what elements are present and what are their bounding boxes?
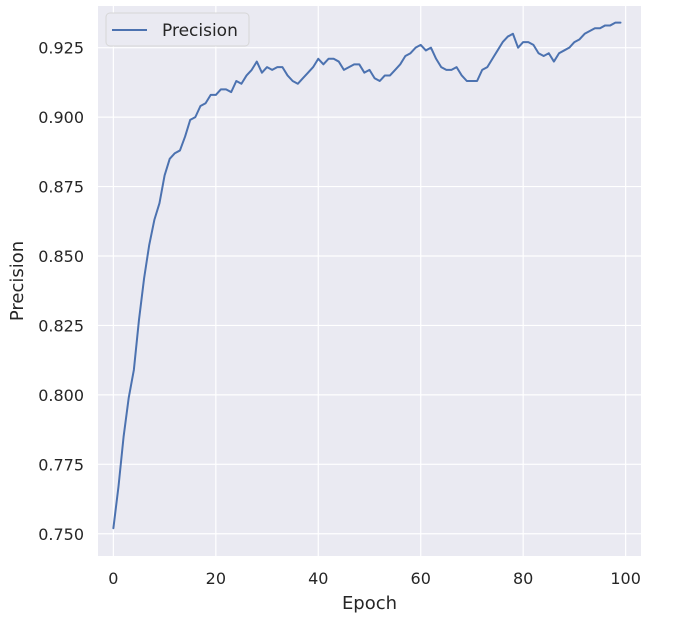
x-axis-label: Epoch: [342, 593, 397, 614]
x-axis-ticks: 0 20 40 60 80 100: [108, 569, 641, 588]
plot-area: [98, 6, 641, 556]
y-tick-label: 0.775: [38, 455, 84, 474]
y-tick-label: 0.750: [38, 525, 84, 544]
y-tick-label: 0.800: [38, 386, 84, 405]
y-tick-label: 0.850: [38, 247, 84, 266]
x-tick-label: 20: [206, 569, 226, 588]
series-layer: [112, 21, 622, 530]
x-tick-label: 60: [411, 569, 431, 588]
x-tick-label: 100: [610, 569, 641, 588]
y-tick-label: 0.925: [38, 39, 84, 58]
y-axis-label: Precision: [7, 241, 28, 321]
y-tick-label: 0.900: [38, 108, 84, 127]
y-axis-ticks: 0.750 0.775 0.800 0.825 0.850 0.875 0.900 0.925: [38, 39, 84, 544]
series-line-precision: [112, 21, 622, 530]
legend: Precision: [105, 12, 250, 47]
x-tick-label: 80: [513, 569, 533, 588]
y-tick-label: 0.875: [38, 178, 84, 197]
legend-box: [105, 12, 250, 47]
legend-entry-precision: Precision: [162, 21, 238, 41]
x-tick-label: 40: [308, 569, 328, 588]
grid-lines: [98, 6, 641, 556]
x-tick-label: 0: [108, 569, 118, 588]
y-tick-label: 0.825: [38, 316, 84, 335]
